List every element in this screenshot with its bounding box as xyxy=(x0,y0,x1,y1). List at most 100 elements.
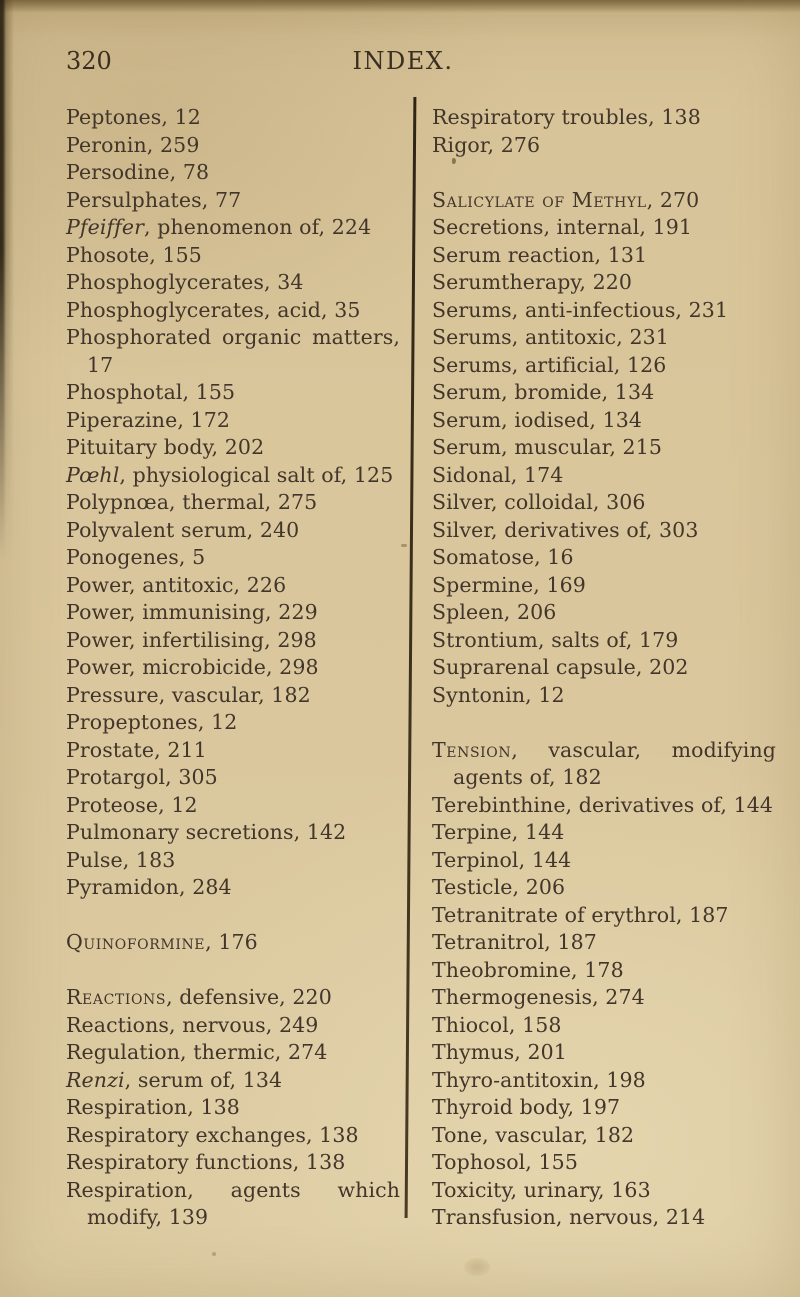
index-entry: Renzi, serum of, 134 xyxy=(66,1067,400,1095)
index-column-right: Respiratory troubles, 138 Rigor, 276 Salic… xyxy=(432,104,776,1232)
entry-text: Renzi xyxy=(66,1067,125,1092)
entry-text: Pœhl xyxy=(66,462,120,487)
index-entry: Proteose, 12 xyxy=(66,792,400,820)
index-entry: Serum, muscular, 215 xyxy=(432,434,776,462)
index-entry: Regulation, thermic, 274 xyxy=(66,1039,400,1067)
index-entry: Serum, bromide, 134 xyxy=(432,379,776,407)
index-entry: Thermogenesis, 274 xyxy=(432,984,776,1012)
entry-text: agents of, 182 xyxy=(453,765,602,789)
page-number: 320 xyxy=(66,47,112,75)
entry-text: Pyramidon, 284 xyxy=(66,875,232,899)
index-entry: Terebinthine, derivatives of, 144 xyxy=(432,792,776,820)
index-entry: Peronin, 259 xyxy=(66,132,400,160)
index-entry: Spermine, 169 xyxy=(432,572,776,600)
index-entry: Power, infertilising, 298 xyxy=(66,627,400,655)
index-entry: Somatose, 16 xyxy=(432,544,776,572)
entry-text: Spermine, 169 xyxy=(432,572,586,597)
index-entry: Power, antitoxic, 226 xyxy=(66,572,400,600)
entry-text: , 176 xyxy=(205,930,258,954)
entry-text: , vascular, modifying xyxy=(511,737,776,762)
entry-text: Terpinol, 144 xyxy=(432,847,572,872)
entry-text: Peronin, 259 xyxy=(66,132,200,157)
index-entry: Silver, colloidal, 306 xyxy=(432,489,776,517)
entry-text: Respiratory exchanges, 138 xyxy=(66,1122,359,1147)
index-entry: Propeptones, 12 xyxy=(66,709,400,737)
entry-text: Tone, vascular, 182 xyxy=(432,1122,635,1147)
index-entry: Pulse, 183 xyxy=(66,847,400,875)
index-entry: Pœhl, physiological salt of, 125 xyxy=(66,462,400,490)
index-entry: Persulphates, 77 xyxy=(66,187,400,215)
index-entry: Prostate, 211 xyxy=(66,737,400,765)
index-entry: Reactions, defensive, 220 xyxy=(66,984,400,1012)
entry-text: Protargol, 305 xyxy=(66,765,218,789)
index-entry: Syntonin, 12 xyxy=(432,682,776,710)
entry-text: Serumtherapy, 220 xyxy=(432,270,633,294)
index-entry: Respiratory exchanges, 138 xyxy=(66,1122,400,1150)
index-entry: Respiration, agents which xyxy=(66,1177,400,1205)
entry-text: Ponogenes, 5 xyxy=(66,545,206,569)
index-entry: Secretions, internal, 191 xyxy=(432,214,776,242)
index-entry: Testicle, 206 xyxy=(432,874,776,902)
entry-text: Polypnœa, thermal, 275 xyxy=(66,490,318,514)
entry-text: Spleen, 206 xyxy=(432,600,557,624)
index-entry: Terpinol, 144 xyxy=(432,847,776,875)
index-entry: agents of, 182 xyxy=(432,764,776,792)
entry-text: Persodine, 78 xyxy=(66,160,210,184)
entry-text: modify, 139 xyxy=(87,1205,209,1229)
index-entry: Tension, vascular, modifying xyxy=(432,737,776,765)
index-entry: Suprarenal capsule, 202 xyxy=(432,654,776,682)
entry-text: Persulphates, 77 xyxy=(66,187,242,212)
index-entry: Persodine, 78 xyxy=(66,159,400,187)
entry-text: Theobromine, 178 xyxy=(432,957,624,982)
page-header: 320 INDEX. xyxy=(0,48,800,78)
entry-text: Tetranitrol, 187 xyxy=(432,930,597,954)
entry-text: Pfeiffer xyxy=(66,215,144,239)
index-entry: Ponogenes, 5 xyxy=(66,544,400,572)
entry-text: Serum reaction, 131 xyxy=(432,242,648,267)
entry-text: Thiocol, 158 xyxy=(432,1012,562,1037)
entry-text: Prostate, 211 xyxy=(66,737,207,762)
entry-text: Salicylate of Methyl xyxy=(432,187,647,212)
entry-text: Testicle, 206 xyxy=(432,875,566,899)
index-entry: Tophosol, 155 xyxy=(432,1149,776,1177)
entry-text: Strontium, salts of, 179 xyxy=(432,627,679,652)
index-entry: Reactions, nervous, 249 xyxy=(66,1012,400,1040)
entry-text: Suprarenal capsule, 202 xyxy=(432,655,689,679)
entry-text: Secretions, internal, 191 xyxy=(432,215,693,239)
entry-text: Phosphoglycerates, acid, 35 xyxy=(66,297,361,322)
entry-text: Power, microbicide, 298 xyxy=(66,655,319,679)
index-entry: Pfeiffer, phenomenon of, 224 xyxy=(66,214,400,242)
index-entry: Thiocol, 158 xyxy=(432,1012,776,1040)
entry-text: Thyro-antitoxin, 198 xyxy=(432,1067,646,1092)
index-entry: Pressure, vascular, 182 xyxy=(66,682,400,710)
index-entry: Spleen, 206 xyxy=(432,599,776,627)
entry-text: Serum, iodised, 134 xyxy=(432,407,643,432)
entry-text: Pulse, 183 xyxy=(66,847,176,872)
entry-text: Serums, antitoxic, 231 xyxy=(432,325,669,349)
entry-text: Serums, artificial, 126 xyxy=(432,352,667,377)
index-entry: Serums, antitoxic, 231 xyxy=(432,324,776,352)
index-entry: Thyroid body, 197 xyxy=(432,1094,776,1122)
entry-text: Respiratory functions, 138 xyxy=(66,1150,346,1174)
index-entry: Silver, derivatives of, 303 xyxy=(432,517,776,545)
index-entry: Respiratory functions, 138 xyxy=(66,1149,400,1177)
index-entry: Peptones, 12 xyxy=(66,104,400,132)
index-entry: Phosphoglycerates, acid, 35 xyxy=(66,297,400,325)
index-entry: Theobromine, 178 xyxy=(432,957,776,985)
entry-text: Propeptones, 12 xyxy=(66,710,238,734)
index-entry: Serums, anti-infectious, 231 xyxy=(432,297,776,325)
entry-text: Serum, bromide, 134 xyxy=(432,380,655,404)
paper-speck xyxy=(212,1252,216,1256)
blank-line xyxy=(66,902,400,930)
entry-text: Peptones, 12 xyxy=(66,105,201,129)
index-entry: Thymus, 201 xyxy=(432,1039,776,1067)
entry-text: 17 xyxy=(87,352,114,377)
index-entry: Phosote, 155 xyxy=(66,242,400,270)
paper-stain xyxy=(464,1258,490,1276)
index-entry: Strontium, salts of, 179 xyxy=(432,627,776,655)
entry-text: Respiratory troubles, 138 xyxy=(432,105,701,129)
entry-text: Thyroid body, 197 xyxy=(432,1095,621,1119)
entry-text: Respiration, 138 xyxy=(66,1095,240,1119)
entry-text: Serum, muscular, 215 xyxy=(432,435,662,459)
